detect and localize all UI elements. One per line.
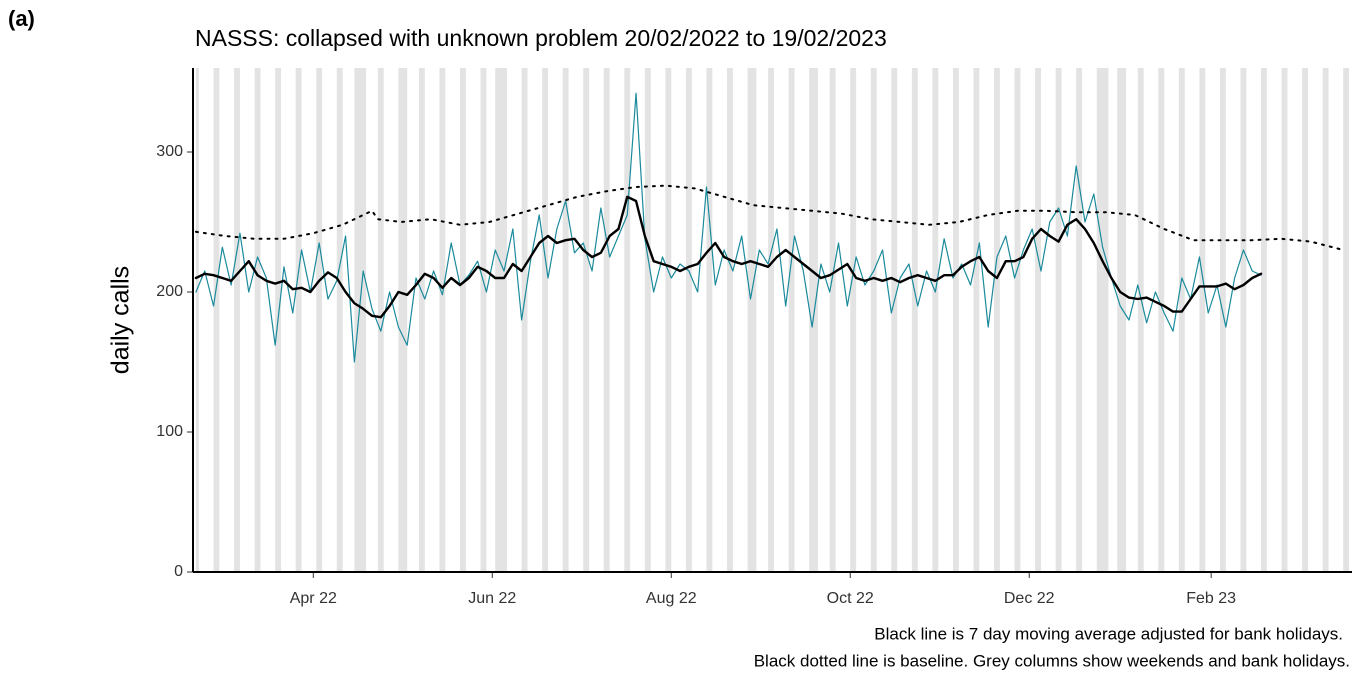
shaded-column	[1014, 68, 1021, 572]
shaded-column	[398, 68, 408, 572]
shaded-column	[583, 68, 590, 572]
y-tick-label: 100	[156, 423, 183, 440]
shaded-column	[1117, 68, 1127, 572]
shaded-column	[973, 68, 980, 572]
x-tick-label: Aug 22	[646, 590, 697, 607]
shaded-column	[1055, 68, 1062, 572]
shaded-column	[685, 68, 692, 572]
footnote: Black line is 7 day moving average adjus…	[874, 624, 1343, 643]
data-line	[194, 184, 1345, 251]
x-tick-label: Oct 22	[827, 590, 874, 607]
shaded-column	[1035, 68, 1041, 572]
shaded-column	[706, 68, 713, 572]
x-tick-label: Apr 22	[290, 590, 337, 607]
shaded-column	[932, 68, 939, 572]
shaded-column	[747, 68, 757, 572]
shaded-column	[1240, 68, 1247, 572]
shaded-column	[1343, 68, 1350, 572]
shaded-column	[336, 68, 343, 572]
shaded-column	[377, 68, 384, 572]
shaded-column	[994, 68, 1000, 572]
y-tick-label: 0	[174, 563, 183, 580]
shaded-column	[829, 68, 836, 572]
shaded-column	[316, 68, 323, 572]
shaded-column	[665, 68, 672, 572]
shaded-column	[234, 68, 240, 572]
shaded-column	[603, 68, 610, 572]
shaded-column	[1199, 68, 1206, 572]
x-tick-label: Jun 22	[468, 590, 516, 607]
shaded-column	[1137, 68, 1144, 572]
shaded-column	[1302, 68, 1308, 572]
shaded-column	[521, 68, 528, 572]
footnote: Black dotted line is baseline. Grey colu…	[754, 651, 1350, 670]
shaded-column	[952, 68, 959, 572]
panel-label: (a)	[8, 6, 35, 31]
y-tick-label: 200	[156, 283, 183, 300]
shaded-column	[418, 68, 425, 572]
shaded-column	[495, 68, 507, 572]
y-axis-label: daily calls	[107, 266, 135, 374]
shaded-column	[1322, 68, 1329, 572]
shaded-column	[295, 68, 302, 572]
shaded-column	[1096, 68, 1109, 572]
shaded-column	[1281, 68, 1288, 572]
shaded-column	[1158, 68, 1165, 572]
x-tick-label: Feb 23	[1186, 590, 1236, 607]
shaded-column	[870, 68, 877, 572]
shaded-column	[1261, 68, 1267, 572]
y-tick-label: 300	[156, 143, 183, 160]
data-line	[194, 195, 1263, 319]
shaded-column	[850, 68, 857, 572]
data-line	[195, 92, 1262, 363]
shaded-column	[439, 68, 446, 572]
shaded-column	[727, 68, 733, 572]
x-tick-label: Dec 22	[1004, 590, 1055, 607]
shaded-column	[562, 68, 569, 572]
shaded-column	[460, 68, 466, 572]
shaded-column	[195, 68, 199, 572]
shaded-column	[644, 68, 651, 572]
shaded-column	[891, 68, 898, 572]
shaded-column	[254, 68, 261, 572]
shaded-column	[1076, 68, 1083, 572]
shaded-column	[1178, 68, 1185, 572]
chart-title: NASSS: collapsed with unknown problem 20…	[195, 25, 887, 51]
shaded-column	[1219, 68, 1226, 572]
shaded-column	[354, 68, 367, 572]
shaded-column	[768, 68, 774, 572]
shaded-column	[480, 68, 487, 572]
shaded-column	[911, 68, 918, 572]
shaded-column	[213, 68, 220, 572]
shaded-column	[788, 68, 795, 572]
shaded-column	[542, 68, 549, 572]
shaded-column	[624, 68, 631, 572]
